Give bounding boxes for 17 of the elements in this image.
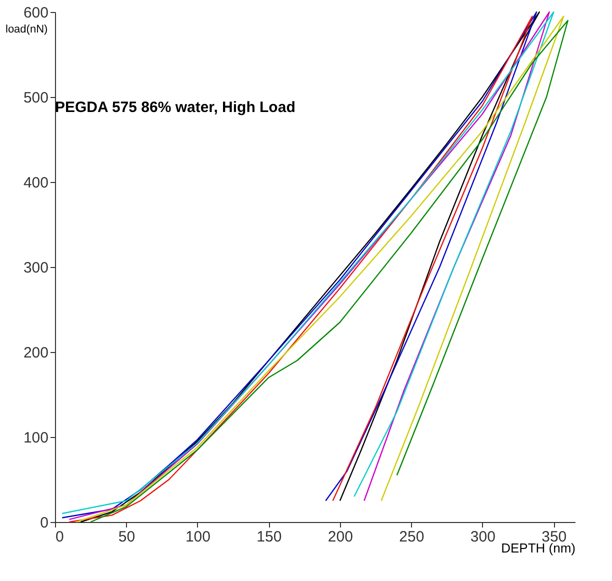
- x-tick-label: 150: [256, 528, 282, 546]
- x-tick-label: 200: [328, 528, 353, 546]
- y-tick-label: 300: [23, 260, 48, 276]
- y-tick-label: 600: [23, 4, 48, 22]
- y-tick-label: 0: [40, 514, 48, 532]
- text: PEGDA 575 86% water, High Load: [55, 99, 296, 116]
- y-tick-label: 100: [23, 430, 48, 446]
- y-axis-title: load(nN): [6, 24, 48, 36]
- x-tick-label: 0: [56, 528, 64, 546]
- x-tick-label: 100: [185, 528, 210, 546]
- x-tick-label: 250: [399, 528, 424, 546]
- x-axis-title: DEPTH (nm): [501, 540, 576, 556]
- x-tick-label: 50: [118, 528, 136, 546]
- y-tick-label: 500: [23, 90, 48, 106]
- y-tick-label: 400: [23, 174, 48, 192]
- x-tick-label: 300: [470, 528, 496, 546]
- y-tick-label: 200: [23, 344, 48, 362]
